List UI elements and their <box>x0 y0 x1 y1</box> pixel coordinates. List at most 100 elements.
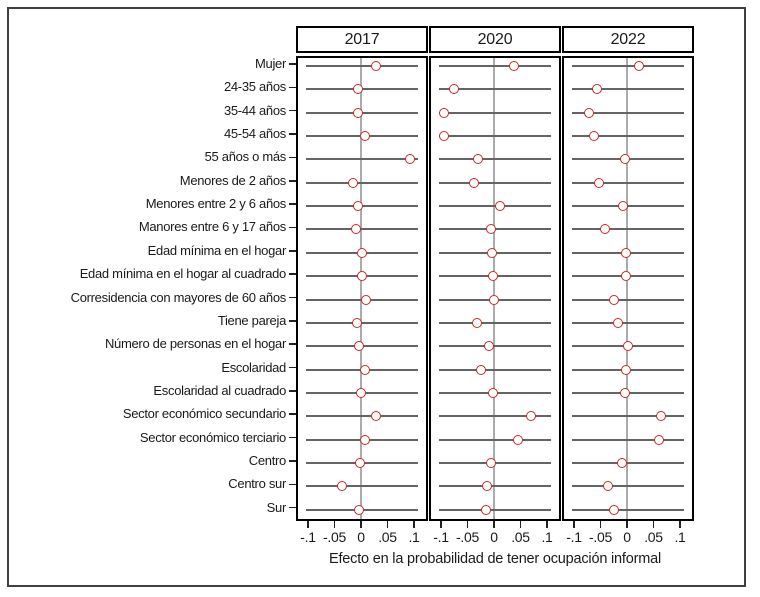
data-point-marker <box>589 131 600 142</box>
row-line <box>572 438 684 441</box>
category-label: 35-44 años <box>223 102 286 118</box>
data-point-marker <box>481 504 492 515</box>
y-axis-tick <box>289 343 296 345</box>
y-axis-tick <box>289 86 296 89</box>
data-point-marker <box>487 271 498 282</box>
category-label: Menores entre 2 y 6 años <box>145 196 287 212</box>
x-axis-tick <box>413 521 415 528</box>
row-line <box>439 321 551 324</box>
x-axis-tick <box>599 521 602 528</box>
data-point-marker <box>354 457 365 468</box>
category-label: Escolaridad al cuadrado <box>153 382 286 398</box>
data-point-marker <box>487 247 498 258</box>
y-axis-tick <box>289 366 296 369</box>
row-line <box>306 158 418 161</box>
x-axis-tick <box>679 521 681 528</box>
x-tick-label: .1 <box>408 529 420 545</box>
y-axis-tick <box>289 483 296 486</box>
row-line <box>439 111 551 114</box>
row-line <box>572 321 684 324</box>
row-line <box>439 415 551 418</box>
data-point-marker <box>360 434 371 445</box>
row-line <box>439 345 551 348</box>
y-axis-tick <box>289 226 296 229</box>
data-point-marker <box>488 387 499 398</box>
x-tick-label: 0 <box>357 529 365 545</box>
category-label: Sector económico secundario <box>122 406 286 422</box>
row-line <box>572 65 684 67</box>
x-tick-label: -.05 <box>456 529 479 545</box>
row-line <box>572 508 684 511</box>
row-line <box>572 135 684 138</box>
x-tick-label: -.1 <box>566 529 582 545</box>
category-label: 45-54 años <box>223 126 286 142</box>
data-point-marker <box>486 224 497 235</box>
row-line <box>439 88 551 91</box>
y-axis-tick <box>289 273 296 275</box>
data-point-marker <box>404 154 415 165</box>
row-line <box>572 111 684 114</box>
category-label: Mujer <box>254 56 286 71</box>
data-point-marker <box>508 61 519 71</box>
row-line <box>439 205 551 208</box>
y-axis-tick <box>289 156 296 159</box>
x-axis-tick <box>652 521 655 528</box>
data-point-marker <box>618 201 629 212</box>
category-label: Sector económico terciario <box>139 429 286 445</box>
x-axis-tick <box>307 521 309 528</box>
x-tick-label: .05 <box>644 529 663 545</box>
data-point-marker <box>495 201 506 212</box>
row-line <box>572 228 684 231</box>
panel-title: 2020 <box>477 30 513 48</box>
y-axis-tick <box>289 460 296 462</box>
category-label: Escolaridad <box>221 359 286 375</box>
data-point-marker <box>619 387 630 398</box>
data-point-marker <box>472 317 483 328</box>
x-tick-label: .1 <box>674 529 686 545</box>
x-tick-label: .05 <box>511 529 530 545</box>
data-point-marker <box>621 271 632 282</box>
data-point-marker <box>438 107 449 118</box>
y-axis-tick <box>289 179 296 182</box>
data-point-marker <box>489 294 499 305</box>
x-tick-label: .05 <box>378 529 397 545</box>
row-line <box>572 181 684 184</box>
row-line <box>572 415 684 418</box>
panel-header-2017: 2017 <box>296 26 428 53</box>
panel-plot-2020 <box>429 56 561 521</box>
category-label: 24-35 años <box>223 79 286 95</box>
zero-reference-line <box>360 58 362 519</box>
x-tick-label: -.1 <box>433 529 449 545</box>
data-point-marker <box>608 504 619 515</box>
row-line <box>572 205 684 208</box>
row-line <box>439 485 551 488</box>
data-point-marker <box>356 271 367 282</box>
data-point-marker <box>482 481 493 492</box>
panel-title: 2017 <box>344 30 380 48</box>
row-line <box>306 65 418 67</box>
data-point-marker <box>617 457 628 468</box>
row-line <box>572 88 684 91</box>
y-axis-tick <box>289 413 296 416</box>
data-point-marker <box>354 504 365 515</box>
data-point-marker <box>370 411 381 422</box>
data-point-marker <box>584 107 595 118</box>
x-tick-label: -.05 <box>589 529 612 545</box>
y-axis-tick <box>289 506 296 509</box>
category-label: Sur <box>266 499 287 515</box>
category-label: Menores de 2 años <box>179 172 287 188</box>
x-tick-label: 0 <box>623 529 631 545</box>
data-point-marker <box>370 61 381 71</box>
y-axis-tick <box>289 63 296 65</box>
data-point-marker <box>449 84 460 95</box>
data-point-marker <box>473 154 484 165</box>
data-point-marker <box>352 201 363 212</box>
category-label: Manores entre 6 y 17 años <box>138 219 286 235</box>
data-point-marker <box>348 177 359 188</box>
panel-plot-2022 <box>562 56 694 521</box>
panel-title: 2022 <box>610 30 646 48</box>
data-point-marker <box>486 457 497 468</box>
y-axis-tick <box>289 133 296 135</box>
category-label: Centro <box>248 452 287 468</box>
x-axis-tick <box>519 521 522 528</box>
